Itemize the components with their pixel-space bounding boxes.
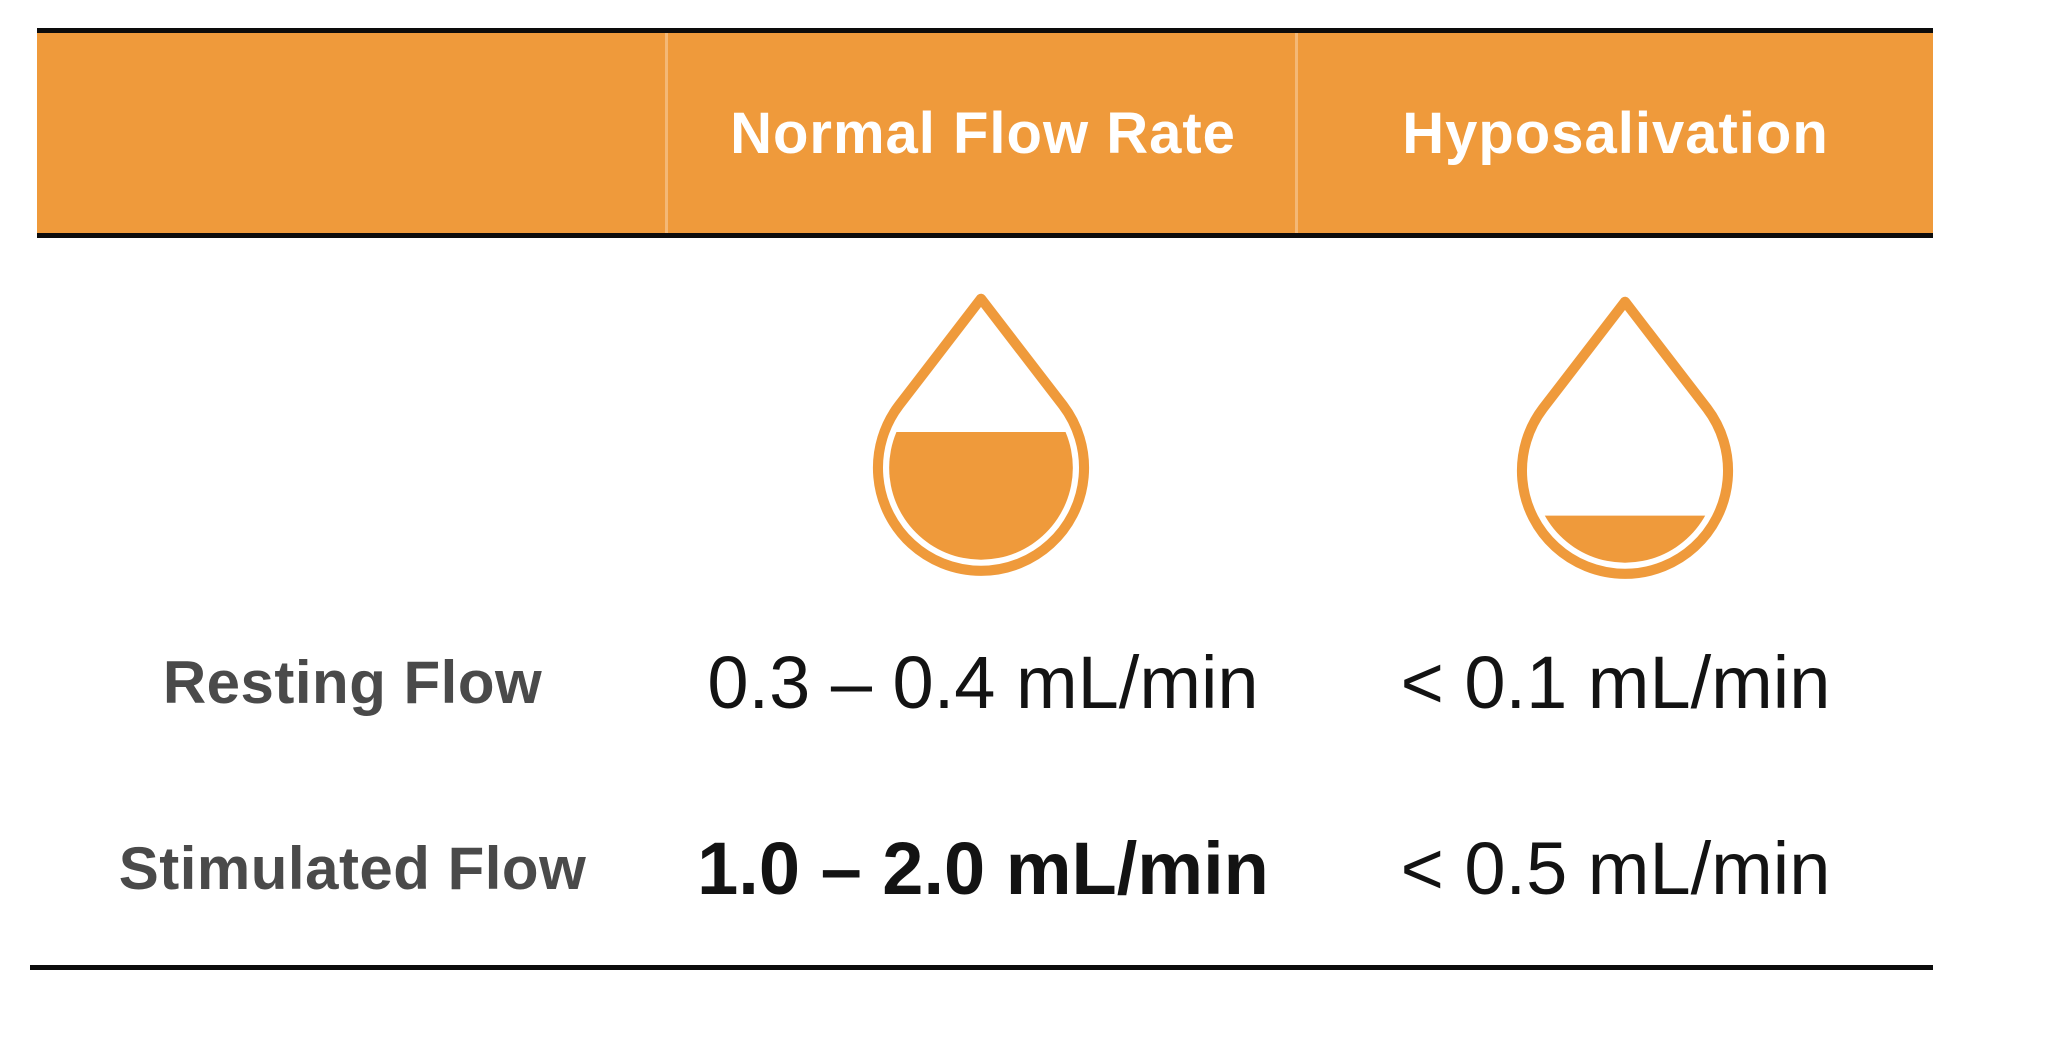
value-hypo-resting: < 0.1 mL/min xyxy=(1400,640,1831,724)
value-cell-hypo-stimulated: < 0.5 mL/min xyxy=(1298,818,1933,918)
header-cell-empty xyxy=(37,33,668,233)
header-column-divider xyxy=(665,33,668,233)
value-normal-stimulated: 1.0 – 2.0 mL/min xyxy=(697,826,1269,910)
header-label-normal-flow-rate: Normal Flow Rate xyxy=(730,100,1236,166)
value-cell-hypo-resting: < 0.1 mL/min xyxy=(1298,632,1933,732)
row-label-stimulated-flow: Stimulated Flow xyxy=(118,834,587,902)
droplet-high-fill-icon xyxy=(872,293,1090,576)
value-normal-resting: 0.3 – 0.4 mL/min xyxy=(707,640,1259,724)
value-cell-normal-resting: 0.3 – 0.4 mL/min xyxy=(668,632,1298,732)
value-hypo-stimulated: < 0.5 mL/min xyxy=(1400,826,1831,910)
header-cell-hyposalivation: Hyposalivation xyxy=(1298,33,1933,233)
table-row-stimulated-flow: Stimulated Flow 1.0 – 2.0 mL/min < 0.5 m… xyxy=(37,818,1933,918)
value-cell-normal-stimulated: 1.0 – 2.0 mL/min xyxy=(668,818,1298,918)
table-header-band: Normal Flow Rate Hyposalivation xyxy=(37,28,1933,238)
row-label-resting-flow: Resting Flow xyxy=(162,648,543,716)
header-label-hyposalivation: Hyposalivation xyxy=(1402,100,1829,166)
droplet-low-fill-icon xyxy=(1516,296,1734,579)
header-column-divider xyxy=(1295,33,1298,233)
table-bottom-rule xyxy=(30,965,1933,970)
row-label-cell: Stimulated Flow xyxy=(37,818,668,918)
row-label-cell: Resting Flow xyxy=(37,632,668,732)
header-cell-normal-flow-rate: Normal Flow Rate xyxy=(668,33,1298,233)
table-row-resting-flow: Resting Flow 0.3 – 0.4 mL/min < 0.1 mL/m… xyxy=(37,632,1933,732)
